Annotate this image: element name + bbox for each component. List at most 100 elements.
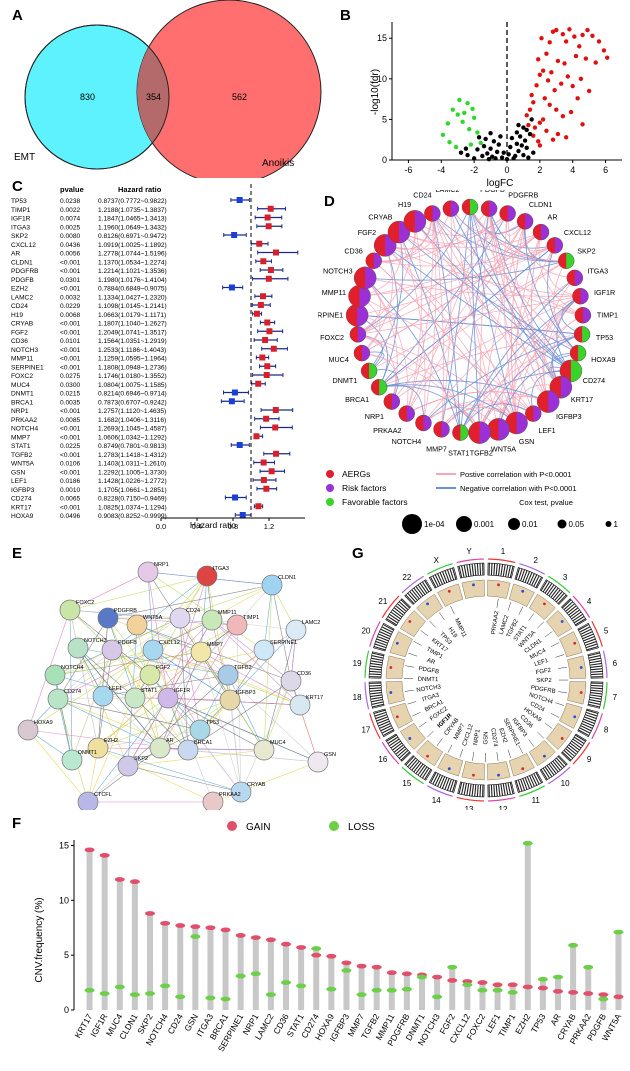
gene-tick: [555, 655, 564, 658]
cnv-loss-point: [568, 943, 578, 948]
volcano-xtick-label: 0: [504, 165, 509, 175]
volcano-point-ns: [523, 138, 527, 142]
forest-pvalue: 0.0035: [60, 399, 81, 406]
forest-gene: CD24: [11, 303, 28, 310]
chromosome-label: 10: [561, 779, 570, 788]
cnv-marker: [573, 642, 576, 645]
forest-point: [261, 477, 267, 483]
forest-hr-text: 1.2778(1.0744~1.5196): [98, 251, 167, 258]
forest-pvalue: 0.0436: [60, 242, 81, 249]
cnv-marker: [580, 666, 583, 669]
forest-gene: CD36: [11, 338, 28, 345]
cnv-gain-point: [236, 933, 246, 938]
forest-pvalue: <0.001: [60, 347, 81, 354]
forest-gene: ITGA3: [11, 224, 30, 231]
volcano-point-up: [556, 132, 560, 136]
legend-size-circle: [606, 521, 612, 527]
volcano-point-up: [549, 70, 553, 74]
cnv-loss-point: [477, 988, 487, 993]
cnv-gain-point: [281, 942, 291, 947]
cnv-loss-point: [583, 965, 593, 970]
chromosome-track: [509, 753, 534, 776]
network-node-label: MUC4: [328, 355, 348, 364]
cnv-gain-point: [523, 985, 533, 990]
cnv-loss-point: [402, 987, 412, 992]
gene-tick: [497, 599, 498, 608]
volcano-point-up: [579, 77, 583, 81]
legend-neg: Negative correlation with P<0.0001: [460, 484, 577, 493]
forest-hr-text: 1.1705(1.0661~1.2851): [98, 487, 167, 494]
network-node-label: CD274: [583, 376, 605, 385]
forest-hr-text: 1.1847(1.0465~1.3413): [98, 216, 167, 223]
string-node-label: PRKAA2: [219, 792, 241, 798]
forest-gene: SERPINE1: [11, 364, 44, 371]
network-node-label: NOTCH4: [392, 437, 422, 446]
forest-pvalue: 0.0238: [60, 198, 81, 205]
forest-pvalue: 0.0010: [60, 487, 81, 494]
string-edge: [291, 681, 318, 762]
forest-gene: CLDN1: [11, 259, 33, 266]
cnv-loss-point: [341, 968, 351, 973]
legend-cox-title: Cox test, pvalue: [519, 498, 573, 507]
volcano-point-ns: [472, 156, 476, 160]
volcano-point-ns: [525, 128, 529, 132]
cnv-marker: [472, 774, 475, 777]
forest-point: [232, 495, 238, 501]
cnv-legend-gain-dot: [227, 821, 237, 831]
volcano-point-ns: [482, 144, 486, 148]
forest-point: [266, 328, 272, 334]
forest-gene: NRP1: [11, 408, 29, 415]
string-node-label: LAMC2: [302, 620, 320, 626]
panel-letter-f: F: [12, 815, 21, 832]
forest-pvalue: <0.001: [60, 469, 81, 476]
forest-pvalue: 0.0101: [60, 338, 81, 345]
cnv-marker: [580, 691, 583, 694]
cnv-gain-point: [553, 989, 563, 994]
cnv-gain-point: [130, 879, 140, 884]
cnv-marker: [408, 737, 411, 740]
gene-tick: [409, 653, 418, 656]
network-node-label: BRCA1: [345, 395, 369, 404]
network-node-label: SKP2: [577, 246, 595, 255]
forest-pvalue: <0.001: [60, 329, 81, 336]
volcano-point-ns: [508, 145, 512, 149]
volcano-xlabel: logFC: [487, 178, 514, 189]
cnv-gain-point: [251, 935, 261, 940]
forest-pvalue: 0.0106: [60, 461, 81, 468]
network-node-half: [452, 425, 460, 441]
ideogram-band: [591, 685, 603, 686]
forest-hr-text: 1.0919(1.0025~1.1892): [98, 242, 167, 249]
network-node-label: CXCL12: [564, 228, 591, 237]
network-node-label: NRP1: [365, 412, 384, 421]
forest-hr-text: 1.1428(1.0226~1.2772): [98, 478, 167, 485]
volcano-point-up: [561, 114, 565, 118]
panel-letter-a: A: [12, 7, 23, 24]
volcano-point-ns: [525, 146, 529, 150]
forest-point: [263, 416, 269, 422]
cnv-ytick-label: 15: [59, 840, 69, 850]
cnv-gain-point: [85, 847, 95, 852]
cnv-loss-point: [311, 946, 321, 951]
volcano-point-down: [472, 116, 476, 120]
string-node-label: CXCL12: [159, 640, 180, 646]
volcano-point-ns: [506, 152, 510, 156]
network-node-half: [384, 394, 392, 410]
forest-pvalue: 0.0186: [60, 478, 81, 485]
cnv-loss-point: [357, 992, 367, 997]
cnv-ytick-label: 0: [64, 1005, 69, 1015]
volcano-point-up: [525, 113, 529, 117]
volcano-point-ns: [518, 134, 522, 138]
chromosome-track: [487, 580, 510, 598]
forest-point: [232, 390, 238, 396]
volcano-point-ns: [497, 142, 501, 146]
forest-gene: TGFB2: [11, 452, 33, 459]
forest-gene: GSN: [11, 469, 26, 476]
cnv-loss-point: [175, 994, 185, 999]
chromosome-label: 14: [432, 796, 441, 805]
forest-point: [261, 460, 267, 466]
chromosome-track: [386, 656, 404, 679]
forest-gene: AR: [11, 251, 20, 258]
panel-a: A 830 354 562 EMT Anoikis: [0, 0, 330, 178]
